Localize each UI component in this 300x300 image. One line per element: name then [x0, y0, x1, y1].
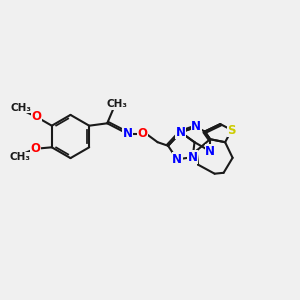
- Text: N: N: [123, 127, 133, 140]
- Text: N: N: [176, 126, 186, 139]
- Text: CH₃: CH₃: [107, 99, 128, 109]
- Text: N: N: [188, 151, 198, 164]
- Text: O: O: [30, 142, 40, 155]
- Text: O: O: [31, 110, 41, 123]
- Text: N: N: [205, 145, 215, 158]
- Text: CH₃: CH₃: [10, 152, 31, 162]
- Text: N: N: [172, 153, 182, 166]
- Text: S: S: [227, 124, 236, 136]
- Text: O: O: [138, 127, 148, 140]
- Text: CH₃: CH₃: [11, 103, 32, 113]
- Text: N: N: [191, 120, 201, 134]
